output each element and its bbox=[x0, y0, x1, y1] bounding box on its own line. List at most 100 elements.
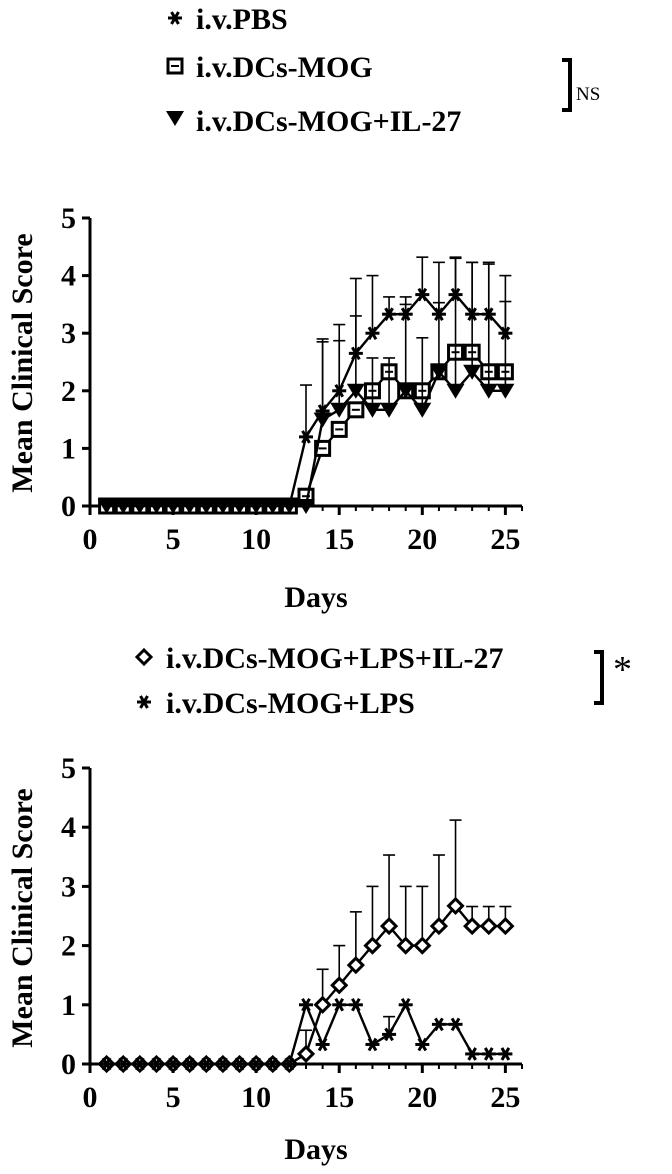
x-tick-label: 5 bbox=[166, 523, 181, 556]
data-point bbox=[114, 499, 133, 514]
top-legend-item-1: i.v.DCs-MOG bbox=[166, 51, 373, 84]
y-tick-label: 0 bbox=[61, 1048, 76, 1081]
data-point bbox=[496, 916, 515, 936]
data-point bbox=[330, 402, 349, 418]
top-legend-label-0: i.v.PBS bbox=[196, 3, 288, 36]
top-legend-label-1: i.v.DCs-MOG bbox=[196, 51, 373, 84]
data-point bbox=[446, 383, 465, 399]
data-point bbox=[429, 916, 449, 936]
y-tick-label: 1 bbox=[61, 989, 76, 1022]
y-tick-label: 3 bbox=[61, 870, 76, 903]
x-tick-label: 10 bbox=[241, 1081, 271, 1114]
triangle-down-marker-icon bbox=[166, 111, 184, 126]
data-point bbox=[382, 307, 397, 321]
top-legend-item-2: i.v.DCs-MOG+IL-27 bbox=[166, 105, 461, 138]
y-tick-label: 2 bbox=[61, 375, 76, 408]
data-point bbox=[297, 499, 315, 514]
x-tick-label: 15 bbox=[324, 523, 354, 556]
y-tick-label: 5 bbox=[61, 202, 76, 235]
bottom-legend-label-1: i.v.DCs-MOG+LPS bbox=[166, 687, 415, 720]
data-point bbox=[347, 401, 365, 419]
bottom-significance-label: * bbox=[613, 649, 632, 691]
x-tick-label: 5 bbox=[166, 1081, 181, 1114]
data-point bbox=[199, 1057, 214, 1071]
data-point bbox=[463, 364, 482, 380]
data-point bbox=[314, 439, 332, 457]
bottom-y-axis-title: Mean Clinical Score bbox=[6, 788, 39, 1047]
data-point bbox=[215, 1057, 230, 1071]
top-legend: i.v.PBS i.v.DCs-MOG i.v.DCs-MOG+IL-27 NS bbox=[166, 3, 600, 138]
data-point bbox=[415, 1037, 430, 1052]
x-tick-label: 0 bbox=[83, 1081, 98, 1114]
y-tick-label: 0 bbox=[61, 490, 76, 523]
data-point bbox=[296, 1044, 316, 1064]
x-tick-label: 25 bbox=[490, 523, 520, 556]
data-point bbox=[213, 499, 232, 514]
bottom-significance-bracket bbox=[594, 650, 604, 705]
top-plot-area: 0 1 2 3 4 5 0 5 10 15 20 25 bbox=[61, 202, 523, 556]
top-legend-label-2: i.v.DCs-MOG+IL-27 bbox=[196, 105, 461, 138]
y-tick-label: 4 bbox=[61, 811, 76, 844]
x-tick-label: 20 bbox=[407, 1081, 437, 1114]
data-point bbox=[315, 1037, 330, 1052]
data-point bbox=[180, 499, 199, 514]
data-point bbox=[463, 916, 482, 936]
asterisk-marker-icon bbox=[168, 11, 182, 25]
series-2 bbox=[97, 257, 515, 514]
x-tick-label: 10 bbox=[241, 523, 271, 556]
data-point bbox=[330, 420, 348, 438]
asterisk-marker-icon bbox=[137, 695, 151, 709]
data-point bbox=[496, 383, 515, 399]
data-point bbox=[230, 499, 249, 514]
bottom-x-axis-title: Days bbox=[284, 1133, 347, 1166]
data-point bbox=[448, 1017, 463, 1032]
bottom-plot-area: 0 1 2 3 4 5 0 5 10 15 20 25 bbox=[61, 752, 523, 1114]
data-point bbox=[398, 998, 413, 1012]
bottom-legend-item-1: i.v.DCs-MOG+LPS bbox=[137, 687, 415, 720]
top-legend-item-0: i.v.PBS bbox=[168, 3, 288, 36]
top-significance-bracket bbox=[562, 58, 572, 112]
data-point bbox=[363, 936, 382, 955]
data-point bbox=[116, 1057, 131, 1071]
data-point bbox=[265, 1057, 280, 1071]
bottom-legend-label-0: i.v.DCs-MOG+LPS+IL-27 bbox=[166, 642, 504, 675]
data-point bbox=[330, 976, 349, 995]
y-tick-label: 3 bbox=[61, 317, 76, 350]
data-point bbox=[465, 1047, 480, 1061]
data-point bbox=[382, 1027, 397, 1042]
top-significance-label: NS bbox=[576, 84, 600, 105]
data-point bbox=[313, 995, 332, 1014]
bottom-legend-item-0: i.v.DCs-MOG+LPS+IL-27 bbox=[134, 642, 504, 675]
x-tick-label: 25 bbox=[490, 1081, 520, 1114]
x-tick-label: 0 bbox=[83, 523, 98, 556]
diamond-marker-icon bbox=[134, 647, 154, 667]
data-point bbox=[299, 430, 313, 444]
data-point bbox=[348, 998, 363, 1012]
y-tick-label: 4 bbox=[61, 260, 76, 293]
data-point bbox=[147, 499, 166, 514]
data-point bbox=[413, 402, 432, 418]
x-tick-label: 20 bbox=[407, 523, 437, 556]
data-point bbox=[415, 287, 430, 302]
y-tick-label: 2 bbox=[61, 930, 76, 963]
data-point bbox=[431, 1017, 446, 1032]
data-point bbox=[149, 1057, 164, 1071]
square-marker-icon bbox=[166, 57, 184, 75]
data-point bbox=[498, 1047, 513, 1061]
data-point bbox=[379, 916, 399, 936]
data-point bbox=[396, 383, 415, 399]
y-tick-label: 1 bbox=[61, 432, 76, 465]
data-point bbox=[313, 412, 332, 428]
data-point bbox=[479, 383, 498, 399]
data-point bbox=[99, 1057, 114, 1071]
data-point bbox=[97, 499, 116, 514]
data-point bbox=[282, 1057, 297, 1071]
data-point bbox=[429, 364, 448, 380]
data-point bbox=[130, 499, 149, 514]
data-point bbox=[481, 1047, 496, 1061]
data-point bbox=[249, 1057, 264, 1071]
data-point bbox=[446, 896, 465, 916]
data-point bbox=[280, 499, 299, 514]
data-point bbox=[479, 916, 498, 936]
